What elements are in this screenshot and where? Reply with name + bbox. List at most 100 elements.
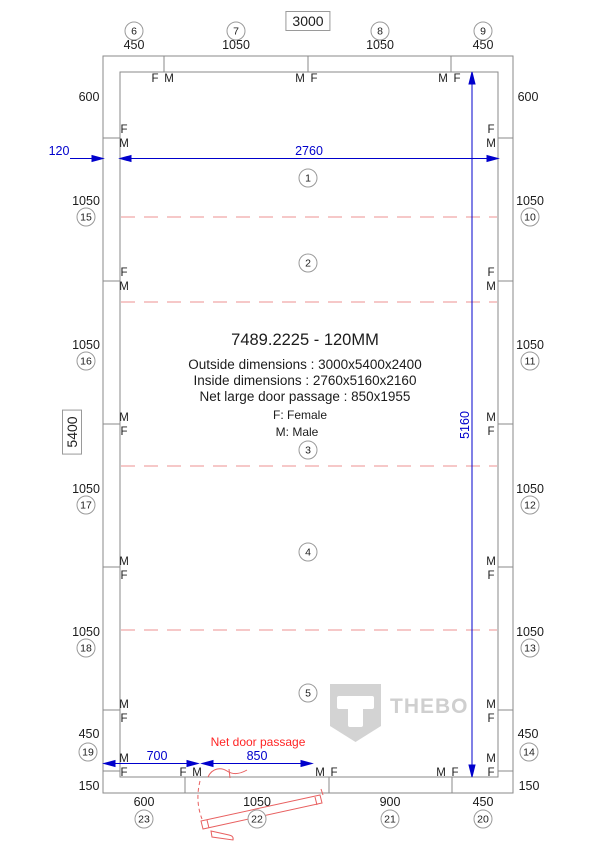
panel-number-bubble: 20 (473, 809, 493, 829)
panel-joint-dashed-lines (121, 216, 497, 631)
door-swing-arc (197, 780, 203, 820)
joint-gender-label: F (487, 124, 495, 136)
joint-gender-label: F (487, 713, 495, 725)
panel-number-bubble: 16 (76, 351, 96, 371)
panel-dimension-label: 450 (78, 727, 100, 741)
panel-number-bubble: 3 (298, 440, 318, 460)
joint-gender-label: F (310, 73, 318, 85)
inner-dimension-lines (70, 71, 500, 778)
panel-number-bubble: 17 (76, 495, 96, 515)
panel-dimension-label: 450 (472, 795, 494, 809)
panel-dimension-label: 1050 (366, 38, 394, 52)
panel-number-bubble: 5 (298, 683, 318, 703)
joint-gender-label: M (295, 73, 305, 85)
joint-gender-label: M (438, 73, 448, 85)
joint-gender-label: F (151, 73, 159, 85)
panel-number-bubble: 23 (134, 809, 154, 829)
outside-dimensions-line: Outside dimensions : 3000x5400x2400 (188, 357, 422, 372)
inner-dimension-label: 700 (146, 749, 168, 763)
panel-dimension-label: 450 (123, 38, 145, 52)
joint-gender-label: F (120, 767, 128, 779)
panel-dimension-label: 1050 (516, 482, 544, 496)
joint-gender-label: F (487, 426, 495, 438)
joint-gender-label: F (179, 767, 187, 779)
door-hinge-mark (320, 788, 324, 796)
panel-dimension-label: 900 (379, 795, 401, 809)
inner-dimension-label: 850 (246, 749, 268, 763)
joint-gender-label: M (119, 138, 129, 150)
joint-gender-label: F (487, 767, 495, 779)
panel-number-bubble: 2 (298, 253, 318, 273)
joint-gender-label: M (486, 699, 496, 711)
panel-dimension-label: 1050 (72, 338, 100, 352)
joint-gender-label: M (119, 281, 129, 293)
panel-number-bubble: 13 (520, 638, 540, 658)
legend-male: M: Male (275, 425, 319, 439)
panel-number-bubble: 8 (370, 21, 390, 41)
panel-number-bubble: 15 (76, 207, 96, 227)
wall-outline (102, 55, 514, 794)
panel-number-bubble: 4 (298, 542, 318, 562)
panel-number-bubble: 9 (473, 21, 493, 41)
inside-dimensions-line: Inside dimensions : 2760x5160x2160 (193, 373, 417, 388)
panel-number-bubble: 10 (520, 207, 540, 227)
joint-gender-label: M (119, 699, 129, 711)
legend-female: F: Female (272, 408, 328, 422)
panel-dimension-label: 450 (517, 727, 539, 741)
panel-dimension-label: 1050 (516, 625, 544, 639)
panel-dimension-label: 1050 (72, 482, 100, 496)
panel-dimension-label: 150 (78, 779, 100, 793)
joint-gender-label: M (436, 767, 446, 779)
joint-gender-label: F (120, 267, 128, 279)
panel-dimension-label: 600 (78, 90, 100, 104)
panel-dimension-label: 1050 (72, 194, 100, 208)
joint-gender-label: M (192, 767, 202, 779)
panel-number-bubble: 7 (226, 21, 246, 41)
panel-number-bubble: 19 (78, 742, 98, 762)
joint-gender-label: M (486, 753, 496, 765)
panel-dimension-label: 600 (133, 795, 155, 809)
joint-gender-label: F (487, 267, 495, 279)
panel-dimension-label: 450 (472, 38, 494, 52)
thebo-shield-icon (330, 684, 381, 742)
inner-dimension-label: 5160 (458, 411, 472, 439)
joint-gender-label: M (486, 138, 496, 150)
joint-gender-label: M (119, 412, 129, 424)
joint-gender-label: F (120, 426, 128, 438)
model-title: 7489.2225 - 120MM (231, 331, 379, 349)
inner-dimension-label: 2760 (295, 144, 323, 158)
panel-dimension-label: 600 (517, 90, 539, 104)
panel-number-bubble: 12 (520, 495, 540, 515)
panel-number-bubble: 6 (124, 21, 144, 41)
panel-dimension-label: 1050 (516, 338, 544, 352)
joint-gender-label: M (119, 753, 129, 765)
overall-dimension-label: 3000 (285, 11, 331, 31)
joint-gender-label: F (487, 570, 495, 582)
panel-number-bubble: 14 (519, 742, 539, 762)
panel-number-bubble: 11 (520, 351, 540, 371)
panel-number-bubble: 21 (380, 809, 400, 829)
joint-gender-label: F (330, 767, 338, 779)
joint-gender-label: M (164, 73, 174, 85)
panel-number-bubble: 18 (76, 638, 96, 658)
panel-dimension-label: 1050 (243, 795, 271, 809)
thebo-watermark-text: THEBO (390, 695, 469, 718)
panel-dimension-label: 1050 (516, 194, 544, 208)
joint-gender-label: M (486, 412, 496, 424)
joint-gender-label: F (453, 73, 461, 85)
inner-dimension-label: 120 (48, 144, 70, 158)
door-passage-line: Net large door passage : 850x1955 (199, 389, 411, 404)
joint-gender-label: M (315, 767, 325, 779)
joint-gender-label: F (451, 767, 459, 779)
panel-dimension-label: 150 (518, 779, 540, 793)
net-door-passage-label: Net door passage (210, 735, 306, 749)
joint-gender-label: M (119, 556, 129, 568)
door-frame-detail (207, 768, 248, 778)
panel-dimension-label: 1050 (222, 38, 250, 52)
panel-number-bubble: 22 (247, 809, 267, 829)
joint-gender-label: F (120, 124, 128, 136)
joint-gender-label: M (486, 281, 496, 293)
joint-gender-label: F (120, 570, 128, 582)
joint-gender-label: F (120, 713, 128, 725)
